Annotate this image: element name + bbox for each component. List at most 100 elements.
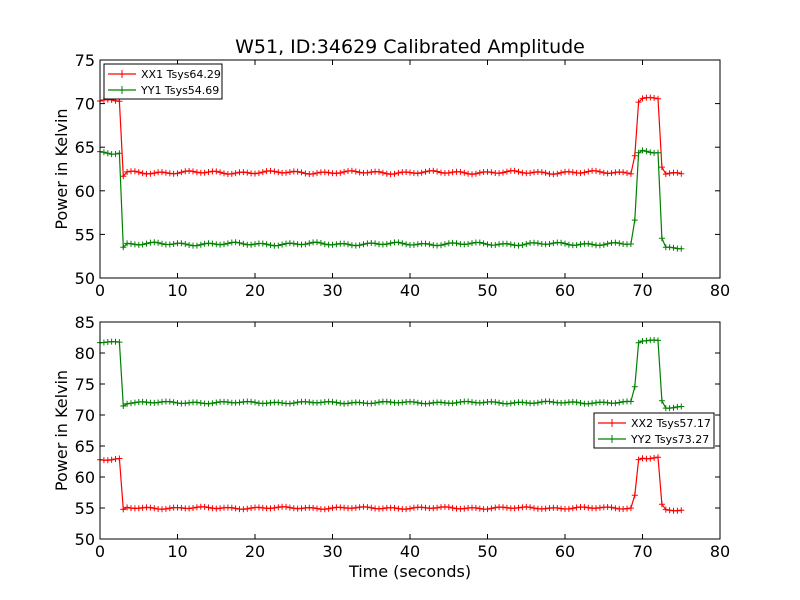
x-tick-label: 70: [632, 281, 652, 300]
data-point: [232, 170, 239, 177]
data-point: [209, 240, 216, 247]
data-point: [426, 241, 433, 248]
data-point: [395, 239, 402, 246]
data-point: [616, 399, 623, 406]
data-point: [674, 169, 681, 176]
data-point: [333, 241, 340, 248]
data-point: [670, 404, 677, 411]
data-point: [232, 505, 239, 512]
data-point: [128, 400, 134, 407]
data-point: [651, 454, 658, 461]
data-point: [162, 169, 169, 176]
data-point: [515, 242, 522, 249]
data-point: [244, 169, 251, 176]
data-point: [209, 400, 216, 407]
data-point: [248, 398, 255, 405]
y-tick-label: 75: [75, 51, 95, 70]
data-point: [647, 455, 654, 462]
data-point: [131, 168, 138, 175]
data-point: [585, 240, 592, 247]
data-point: [608, 170, 615, 177]
data-point: [476, 239, 483, 246]
data-point: [298, 169, 305, 176]
data-point: [430, 167, 437, 174]
data-point: [275, 169, 282, 176]
data-point: [484, 241, 491, 248]
data-point: [395, 169, 402, 176]
data-point: [589, 400, 596, 407]
data-point: [387, 399, 394, 406]
data-point: [100, 149, 107, 156]
data-point: [178, 169, 185, 176]
data-point: [666, 244, 673, 251]
data-point: [445, 504, 452, 511]
data-point: [593, 167, 599, 174]
data-point: [178, 240, 185, 247]
data-point: [550, 240, 557, 247]
data-point: [407, 505, 413, 512]
data-point: [275, 242, 282, 249]
data-point: [182, 241, 189, 247]
data-point: [345, 241, 351, 248]
bottom-panel: 0 10 20 30 40 50 60 70 80 50 55 60 65 70 75 80 85 Power i…: [52, 313, 730, 581]
data-point: [135, 169, 142, 176]
data-point: [635, 456, 642, 463]
legend-label: YY2 Tsys73.27: [630, 433, 709, 446]
data-point: [372, 400, 379, 406]
data-point: [531, 505, 537, 512]
data-point: [480, 399, 487, 406]
data-point: [170, 399, 177, 406]
data-point: [143, 240, 150, 247]
legend-label: XX1 Tsys64.29: [141, 68, 221, 81]
series-line: [99, 456, 682, 512]
x-tick-label: 60: [555, 542, 575, 561]
data-point: [492, 242, 499, 248]
data-point: [414, 399, 421, 406]
data-point: [306, 399, 313, 406]
data-point: [213, 399, 220, 406]
data-point: [546, 241, 553, 247]
data-point: [643, 148, 650, 155]
series-markers: [97, 337, 685, 412]
data-point: [345, 400, 351, 407]
data-point: [131, 399, 138, 406]
data-point: [496, 241, 503, 248]
legend: XX1 Tsys64.29 YY1 Tsys54.69: [103, 63, 223, 100]
data-point: [612, 239, 619, 246]
data-point: [507, 400, 514, 407]
data-point: [678, 403, 685, 410]
data-point: [678, 245, 685, 252]
data-point: [453, 240, 460, 247]
x-tick-label: 20: [245, 281, 265, 300]
data-point: [627, 398, 634, 405]
series-line: [99, 149, 682, 250]
data-point: [294, 399, 301, 406]
data-point: [562, 240, 568, 247]
series-line: [99, 96, 682, 178]
data-point: [662, 171, 669, 178]
data-point: [104, 150, 111, 157]
data-point: [279, 241, 286, 248]
data-point: [565, 241, 572, 248]
data-point: [321, 241, 328, 248]
data-point: [201, 503, 208, 510]
data-point: [554, 505, 561, 511]
data-point: [523, 241, 530, 247]
data-point: [236, 399, 243, 406]
data-point: [290, 240, 297, 247]
y-axis-label: Power in Kelvin: [52, 370, 71, 491]
data-point: [635, 149, 642, 156]
data-point: [596, 168, 603, 175]
data-point: [558, 169, 565, 176]
data-point: [190, 505, 196, 511]
data-point: [612, 400, 619, 407]
data-point: [221, 170, 227, 177]
data-point: [197, 241, 204, 248]
data-point: [240, 240, 247, 247]
data-point: [244, 505, 251, 512]
data-point: [360, 241, 367, 248]
x-tick-label: 70: [632, 542, 652, 561]
data-point: [577, 400, 584, 406]
data-point: [577, 241, 584, 248]
data-point: [314, 170, 320, 176]
